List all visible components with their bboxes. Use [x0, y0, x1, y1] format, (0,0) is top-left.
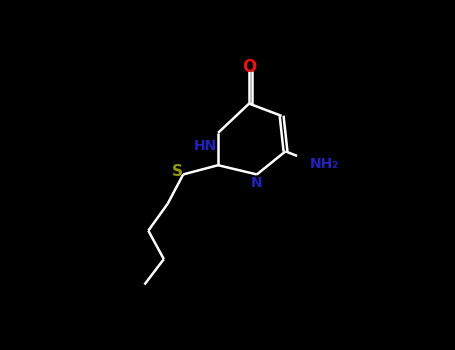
Text: N: N: [251, 176, 263, 190]
Text: O: O: [242, 58, 256, 76]
Text: S: S: [172, 164, 182, 179]
Text: HN: HN: [194, 139, 217, 153]
Text: NH₂: NH₂: [309, 157, 339, 171]
